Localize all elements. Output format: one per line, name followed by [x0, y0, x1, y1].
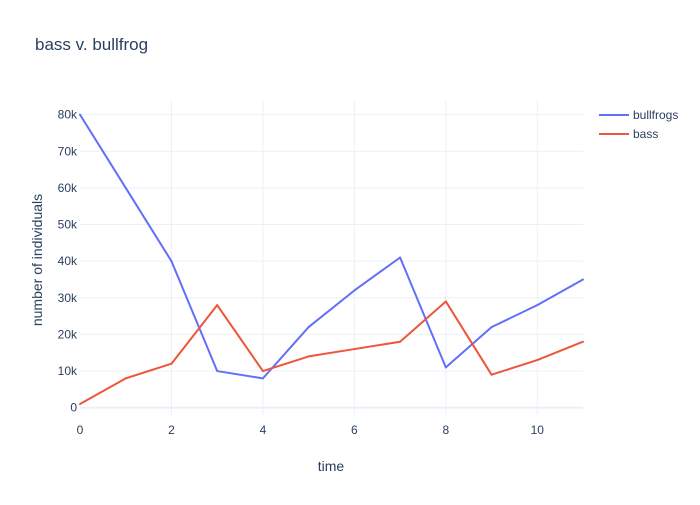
data-point-bullfrogs [124, 186, 127, 189]
y-tick-label: 50k [58, 218, 78, 232]
y-tick-label: 20k [58, 327, 78, 341]
x-tick-label: 6 [351, 423, 358, 437]
data-point-bass [490, 373, 493, 376]
data-point-bullfrogs [79, 113, 81, 116]
data-point-bass [353, 348, 356, 351]
data-point-bullfrogs [490, 326, 493, 329]
y-tick-label: 80k [58, 108, 78, 122]
data-point-bullfrogs [444, 366, 447, 369]
series-line-bass [79, 300, 584, 405]
x-tick-label: 4 [260, 423, 267, 437]
series-line-bullfrogs [79, 114, 584, 380]
chart-title: bass v. bullfrog [35, 35, 148, 54]
x-tick-label: 10 [531, 423, 545, 437]
legend-label-bass: bass [633, 127, 658, 141]
x-tick-label: 0 [77, 423, 84, 437]
axes: 0 2 4 6 8 10 0 10k 20k 30k 40k 50k 60k 70k 80k [58, 108, 545, 437]
data-point-bullfrogs [582, 278, 584, 281]
data-point-bullfrogs [216, 370, 219, 373]
y-tick-label: 70k [58, 144, 78, 158]
data-point-bass [307, 355, 310, 358]
data-point-bass [582, 340, 584, 343]
legend: bullfrogs bass [599, 108, 678, 141]
data-point-bass [124, 377, 127, 380]
y-tick-label: 10k [58, 364, 78, 378]
series-lines [79, 113, 584, 406]
data-point-bullfrogs [307, 326, 310, 329]
data-point-bullfrogs [536, 304, 539, 307]
data-point-bullfrogs [353, 289, 356, 292]
y-tick-label: 0 [70, 401, 77, 415]
data-point-bass [79, 403, 81, 406]
x-tick-label: 8 [442, 423, 449, 437]
data-point-bass [261, 370, 264, 373]
data-point-bass [536, 359, 539, 362]
y-tick-label: 60k [58, 181, 78, 195]
y-axis-title: number of individuals [29, 194, 45, 326]
legend-label-bullfrogs: bullfrogs [633, 108, 678, 122]
x-axis-title: time [318, 458, 345, 474]
data-point-bass [216, 304, 219, 307]
data-point-bullfrogs [399, 256, 402, 259]
grid [80, 100, 583, 415]
x-tick-label: 2 [168, 423, 175, 437]
data-point-bass [399, 340, 402, 343]
data-point-bullfrogs [261, 377, 264, 380]
data-point-bass [170, 362, 173, 365]
data-point-bullfrogs [170, 260, 173, 263]
y-tick-label: 30k [58, 291, 78, 305]
y-tick-label: 40k [58, 254, 78, 268]
data-point-bass [444, 300, 447, 303]
